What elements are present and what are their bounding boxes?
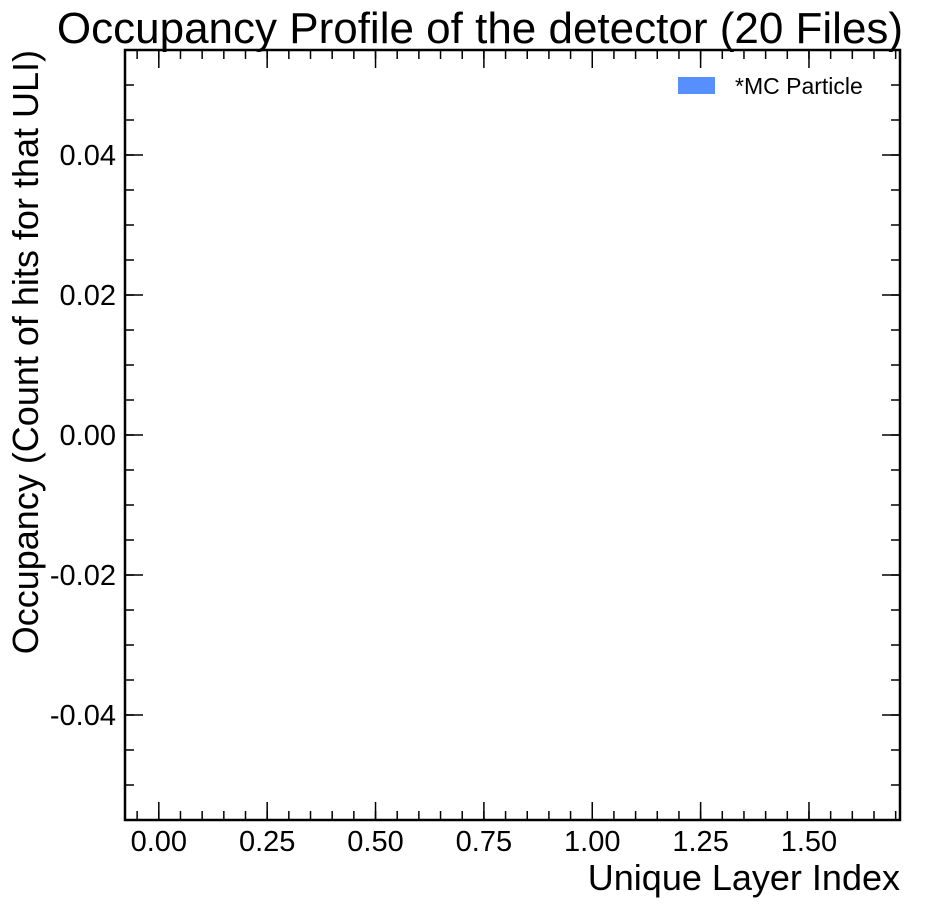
- y-tick-label: 0.00: [60, 420, 116, 452]
- y-tick-label: 0.04: [60, 140, 116, 172]
- x-axis-label: Unique Layer Index: [588, 857, 900, 898]
- x-tick-labels: 0.00 0.25 0.50 0.75 1.00 1.25 1.50: [131, 826, 838, 858]
- legend-label: *MC Particle: [735, 73, 863, 99]
- legend: *MC Particle: [678, 73, 863, 99]
- y-tick-label: -0.02: [50, 560, 116, 592]
- y-tick-label: 0.02: [60, 280, 116, 312]
- x-tick-label: 1.25: [672, 826, 728, 858]
- x-tick-label: 0.75: [456, 826, 512, 858]
- x-tick-label: 0.25: [239, 826, 295, 858]
- axis-ticks: [125, 49, 900, 821]
- x-tick-label: 0.00: [131, 826, 187, 858]
- y-tick-label: -0.04: [50, 700, 116, 732]
- legend-swatch: [678, 77, 715, 94]
- x-tick-label: 1.00: [564, 826, 620, 858]
- x-tick-label: 0.50: [347, 826, 403, 858]
- y-axis-label: Occupancy (Count of hits for that ULI): [5, 50, 46, 654]
- chart-title: Occupancy Profile of the detector (20 Fi…: [57, 4, 903, 53]
- y-tick-labels: -0.04 -0.02 0.00 0.02 0.04: [50, 140, 116, 732]
- x-tick-label: 1.50: [781, 826, 837, 858]
- plot-frame: [123, 48, 902, 822]
